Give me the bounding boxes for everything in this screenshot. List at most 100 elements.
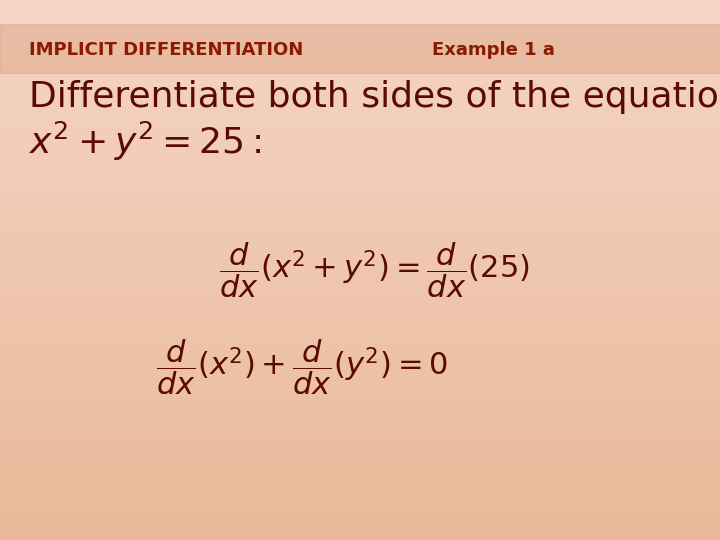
Bar [0, 295, 720, 299]
Bar [0, 25, 720, 29]
Bar [0, 173, 720, 177]
Bar [0, 36, 720, 39]
Bar [0, 50, 720, 54]
Text: IMPLICIT DIFFERENTIATION: IMPLICIT DIFFERENTIATION [29, 40, 303, 59]
Bar [0, 130, 720, 133]
Bar [0, 447, 720, 450]
Bar [0, 144, 720, 147]
Bar [0, 374, 720, 378]
Bar [0, 227, 720, 231]
Bar [0, 313, 720, 317]
Text: Differentiate both sides of the equation: Differentiate both sides of the equation [29, 80, 720, 114]
Bar [0, 515, 720, 518]
Bar [0, 187, 720, 191]
Bar [0, 39, 720, 43]
Bar [0, 76, 720, 79]
Bar [0, 58, 720, 61]
Bar [0, 457, 720, 461]
Bar [0, 324, 720, 328]
Bar [0, 400, 720, 403]
Bar [0, 285, 720, 288]
Bar [0, 18, 720, 22]
Bar [0, 151, 720, 155]
Bar [0, 335, 720, 339]
Bar [0, 7, 720, 11]
Bar [0, 137, 720, 140]
Bar [0, 15, 720, 18]
Bar [0, 220, 720, 223]
Bar [0, 86, 720, 90]
Bar [0, 119, 720, 123]
Bar [0, 482, 720, 486]
Bar [0, 263, 720, 266]
Bar [0, 32, 720, 36]
Bar [0, 238, 720, 241]
Bar [0, 104, 720, 108]
Bar [0, 29, 720, 32]
Bar [0, 191, 720, 194]
Bar [0, 43, 720, 47]
Bar [0, 490, 720, 493]
Bar [0, 162, 720, 166]
Bar [0, 414, 720, 417]
Bar [0, 281, 720, 285]
Bar [0, 166, 720, 169]
Bar [0, 522, 720, 525]
Bar [0, 83, 720, 86]
Bar [0, 112, 720, 115]
Bar [0, 342, 720, 346]
Bar [0, 241, 720, 245]
Bar [0, 69, 720, 72]
Bar [0, 216, 720, 220]
Bar [0, 501, 720, 504]
Bar [0, 255, 720, 259]
Bar [0, 266, 720, 270]
Bar [0, 475, 720, 479]
Bar [0, 133, 720, 137]
Bar [0, 11, 720, 15]
Bar [0, 371, 720, 374]
Bar [0, 428, 720, 432]
Bar [0, 231, 720, 234]
Bar [0, 309, 720, 313]
Bar [0, 382, 720, 385]
Bar [0, 90, 720, 93]
Bar [0, 97, 720, 101]
Bar [0, 209, 720, 212]
Bar [0, 468, 720, 471]
Bar [0, 454, 720, 457]
Bar [0, 403, 720, 407]
Bar [0, 108, 720, 112]
Bar [0, 198, 720, 201]
Bar [0, 169, 720, 173]
Bar [0, 248, 720, 252]
Bar [0, 245, 720, 248]
Bar [0, 126, 720, 130]
Bar [0, 147, 720, 151]
Text: $\dfrac{d}{dx}(x^2) + \dfrac{d}{dx}(y^2) = 0$: $\dfrac{d}{dx}(x^2) + \dfrac{d}{dx}(y^2)… [156, 338, 449, 397]
Bar [0, 536, 720, 540]
Bar [0, 201, 720, 205]
Bar [0, 65, 720, 69]
Bar [0, 194, 720, 198]
Bar [0, 288, 720, 292]
Bar [0, 306, 720, 309]
Bar [0, 212, 720, 216]
Bar [0, 432, 720, 436]
Bar [0, 252, 720, 255]
Bar [0, 223, 720, 227]
Bar [0, 493, 720, 497]
Bar [0, 180, 720, 184]
Bar [0, 529, 720, 533]
Bar [0, 299, 720, 302]
Bar [0, 396, 720, 400]
Bar [0, 158, 720, 162]
Bar [0, 184, 720, 187]
Bar [0, 378, 720, 382]
Bar [0, 356, 720, 360]
Bar [0, 320, 720, 324]
Bar [0, 4, 720, 7]
Bar [0, 533, 720, 536]
Bar [0, 72, 720, 76]
Bar [0, 407, 720, 410]
